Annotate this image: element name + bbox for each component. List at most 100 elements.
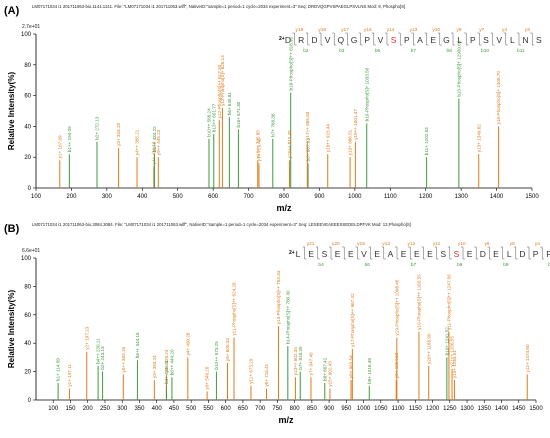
- peak-label: y12-Phospho[S]+ 626.14: [220, 55, 225, 106]
- peak-label: y21++ 1256.55: [450, 336, 455, 367]
- spectrum-header: LM07171034 i1 201711063-bio.1141.1141. F…: [32, 4, 405, 9]
- sequence-residue: E: [308, 249, 314, 259]
- x-tick-label: 400: [137, 194, 148, 200]
- x-tick-label: 200: [66, 194, 77, 200]
- spectrum-header: LM07171034 i1 201711063-bio.3084.3084. F…: [32, 222, 411, 227]
- peak-label: y3+ 393.24: [152, 355, 157, 378]
- y-max-label: 2.7e+01: [22, 24, 40, 30]
- sequence-residue: F: [546, 249, 550, 259]
- x-tick-label: 1500: [525, 194, 539, 200]
- sequence-residue: D: [285, 35, 291, 45]
- x-tick-label: 1450: [512, 406, 526, 412]
- sequence-residue: G: [351, 35, 358, 45]
- x-tick-label: 1300: [460, 406, 474, 412]
- sequence-residue: G: [443, 35, 450, 45]
- sequence-residue: E: [374, 249, 380, 259]
- x-tick-label: 200: [83, 406, 94, 412]
- peak-label: y2+ 197.13: [84, 326, 89, 349]
- fragment-bracket: [464, 32, 469, 46]
- peak-label: y1+ 167.09: [57, 135, 62, 158]
- peak-label: y7+ 847.40: [309, 352, 314, 375]
- sequence-residue: L: [296, 249, 301, 259]
- charge-state: 2+: [289, 250, 295, 256]
- panel-label: (A): [4, 5, 20, 17]
- sequence-residue: D: [311, 35, 317, 45]
- peak-label: y19-Phospho[S]++ 1096.46: [394, 279, 399, 335]
- fragment-bracket: [530, 32, 535, 46]
- x-axis-title: m/z: [276, 203, 292, 213]
- fragment-bracket: [371, 32, 376, 46]
- fragment-bracket: [358, 32, 363, 46]
- peak-label: y17++ 865.83: [305, 111, 310, 140]
- fragment-bracket: [342, 246, 347, 260]
- fragment-bracket: [517, 32, 521, 46]
- peak-label: y18++ 923.44: [325, 124, 330, 153]
- x-tick-label: 100: [48, 406, 59, 412]
- peak-label: b8++ 444.20: [170, 349, 175, 375]
- fragment-bracket: [527, 246, 531, 260]
- fragment-bracket: [381, 246, 386, 260]
- b-ion-marker: b9: [503, 262, 509, 268]
- sequence-residue: S: [454, 249, 460, 259]
- sequence-residue: L: [507, 249, 512, 259]
- peak-label: b13-Phospho[S]+ 12930.61: [456, 40, 461, 97]
- peak-label: b4+ 428.20: [164, 360, 169, 384]
- peak-label: y8+ 963.54: [349, 355, 354, 378]
- y-max-label: 6.6e+01: [22, 248, 40, 254]
- sequence-residue: E: [493, 249, 499, 259]
- peak-label: y9+ 546.28: [205, 366, 210, 389]
- x-tick-label: 1100: [384, 194, 398, 200]
- fragment-bracket: [345, 32, 350, 46]
- x-tick-label: 300: [117, 406, 128, 412]
- y-ion-marker: y17: [341, 27, 349, 33]
- y-ion-marker: y13: [410, 27, 418, 33]
- peak-label: y5+ 605.33: [225, 338, 230, 361]
- x-tick-label: 350: [134, 406, 145, 412]
- y-tick-label: 0: [28, 398, 32, 404]
- b-ion-marker: b2: [303, 48, 309, 54]
- sequence-residue: V: [496, 35, 502, 45]
- fragment-bracket: [411, 32, 416, 46]
- peak-label: y12-Phospho[S]++ 617.30: [217, 64, 222, 118]
- peak-label: y4++ 385.21: [135, 129, 140, 155]
- peak-label: b8+ 887.42: [322, 357, 327, 381]
- x-tick-label: 1250: [443, 406, 457, 412]
- y-tick-label: 100: [21, 32, 32, 38]
- fragment-bracket: [513, 246, 518, 260]
- b-ion-marker: b6: [365, 262, 371, 268]
- peak-label: y13-Phospho[S]++ 753.34: [276, 270, 281, 324]
- fragment-bracket: [329, 246, 333, 260]
- peak-label: y19++ 1001.47: [353, 109, 358, 140]
- b-ion-marker: b11: [517, 48, 525, 54]
- peak-label: y13+ 1349.62: [476, 124, 481, 152]
- y-axis-title: Relative Intensity(%): [7, 290, 16, 369]
- sequence-residue: E: [335, 249, 341, 259]
- y-ion-marker: y16: [364, 27, 372, 33]
- x-tick-label: 550: [203, 406, 214, 412]
- y-ion-marker: y5: [510, 241, 515, 247]
- y-tick-label: 100: [21, 256, 32, 262]
- x-tick-label: 1200: [426, 406, 440, 412]
- x-tick-label: 250: [100, 406, 111, 412]
- peak-label: y12+ 1474.60: [525, 344, 530, 372]
- y-tick-label: 0: [28, 186, 32, 192]
- peak-label: b10++ 588.24: [207, 108, 212, 137]
- sequence-residue: E: [427, 249, 433, 259]
- peak-label: y4+ 432.56: [151, 141, 156, 164]
- peak-label: b11+ 1202.53: [424, 127, 429, 155]
- y-ion-marker: y15: [357, 241, 365, 247]
- b-ion-marker: b8: [457, 262, 463, 268]
- peak-label: y4+ 428.24: [164, 349, 169, 372]
- fragment-bracket: [451, 32, 455, 46]
- b-ion-marker: b6: [375, 48, 381, 54]
- sequence-residue: E: [467, 249, 473, 259]
- peak-label: y9+ 1094.60: [394, 352, 399, 378]
- x-tick-label: 700: [255, 406, 266, 412]
- panel-label: (B): [4, 223, 20, 235]
- x-tick-label: 1400: [490, 194, 504, 200]
- y-axis-title: Relative Intensity(%): [7, 72, 16, 151]
- peak-label: y10+ 986.51: [348, 129, 353, 155]
- x-tick-label: 1400: [495, 406, 509, 412]
- x-tick-label: 500: [173, 194, 184, 200]
